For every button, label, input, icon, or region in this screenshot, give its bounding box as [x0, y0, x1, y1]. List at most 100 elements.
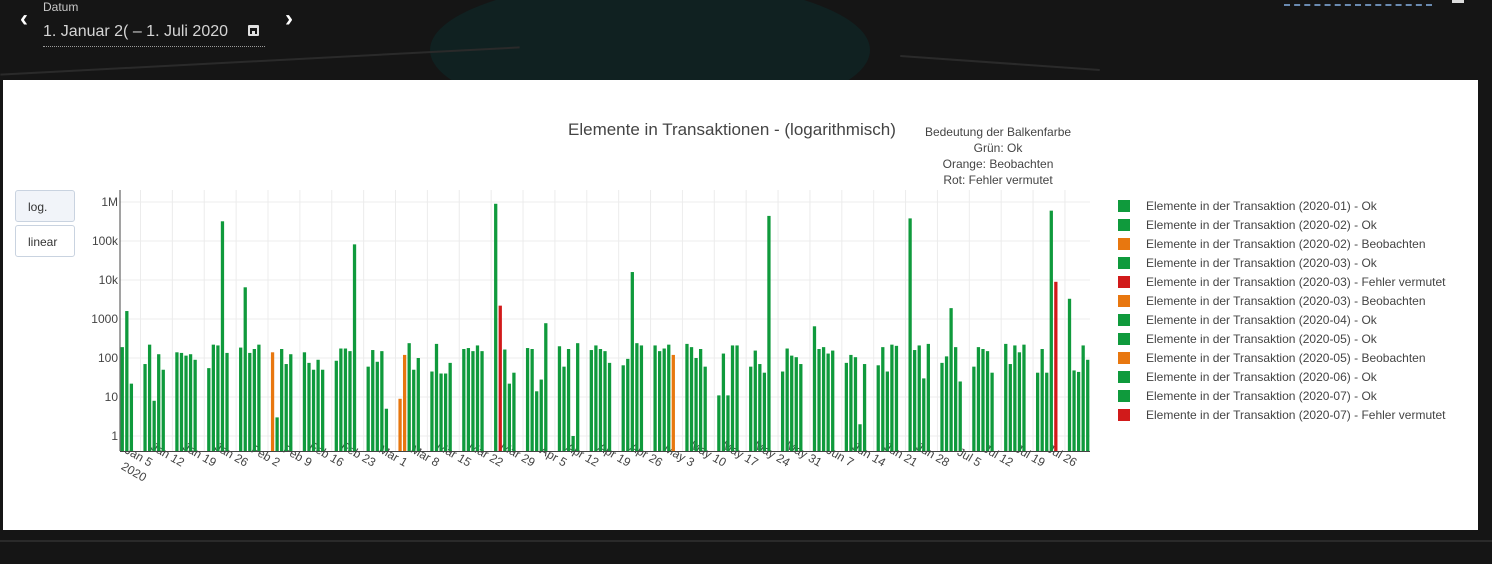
- bar: [343, 348, 348, 451]
- bar: [1004, 343, 1008, 451]
- bar: [944, 356, 949, 451]
- legend-label: Elemente in der Transaktion (2020-03) - …: [1146, 256, 1377, 270]
- bar: [981, 349, 985, 451]
- bar: [129, 383, 134, 451]
- legend-item[interactable]: Elemente in der Transaktion (2020-06) - …: [1118, 368, 1468, 387]
- bar: [193, 359, 197, 451]
- legend-label: Elemente in der Transaktion (2020-07) - …: [1146, 408, 1446, 422]
- date-label: Datum: [43, 0, 79, 14]
- bar: [1040, 349, 1044, 451]
- note-line: Orange: Beobachten: [942, 157, 1054, 171]
- legend-item[interactable]: Elemente in der Transaktion (2020-07) - …: [1118, 406, 1468, 425]
- bar: [475, 345, 480, 451]
- legend-item[interactable]: Elemente in der Transaktion (2020-03) - …: [1118, 273, 1468, 292]
- bar: [1076, 371, 1081, 451]
- bar: [671, 354, 675, 451]
- bar: [894, 345, 899, 451]
- bar: [862, 364, 867, 451]
- y-tick-label: 10: [105, 390, 119, 404]
- y-tick-label: 1000: [91, 312, 118, 326]
- bar: [876, 365, 880, 451]
- bar: [1081, 345, 1085, 451]
- bar: [922, 378, 926, 451]
- bar: [653, 345, 657, 451]
- bar: [749, 366, 753, 451]
- bar: [302, 352, 307, 451]
- bar: [812, 326, 817, 451]
- chart-panel: log. linear Elemente in Transaktionen - …: [3, 80, 1478, 530]
- bar: [639, 345, 644, 451]
- bar: [1054, 281, 1058, 451]
- legend-item[interactable]: Elemente in der Transaktion (2020-03) - …: [1118, 254, 1468, 273]
- bar: [248, 352, 252, 451]
- bar: [858, 424, 862, 451]
- bar: [598, 349, 603, 451]
- legend-label: Elemente in der Transaktion (2020-02) - …: [1146, 237, 1426, 251]
- bar: [853, 357, 858, 451]
- bar: [539, 379, 543, 451]
- bar: [289, 354, 293, 451]
- legend-label: Elemente in der Transaktion (2020-07) - …: [1146, 389, 1377, 403]
- bar: [211, 344, 215, 451]
- bar: [557, 346, 562, 451]
- bar: [188, 354, 193, 451]
- bar: [375, 361, 379, 451]
- chevron-right-icon[interactable]: ›: [285, 5, 293, 32]
- bar: [412, 369, 416, 451]
- legend-item[interactable]: Elemente in der Transaktion (2020-01) - …: [1118, 197, 1468, 216]
- bar: [462, 349, 466, 451]
- bar: [380, 351, 384, 451]
- legend-item[interactable]: Elemente in der Transaktion (2020-02) - …: [1118, 216, 1468, 235]
- bar: [767, 215, 771, 451]
- bar: [821, 347, 826, 451]
- legend-item[interactable]: Elemente in der Transaktion (2020-05) - …: [1118, 330, 1468, 349]
- y-tick-label: 1: [111, 429, 118, 443]
- bar: [257, 344, 261, 451]
- top-right-control[interactable]: [1284, 0, 1432, 6]
- bar: [220, 221, 225, 451]
- bar: [225, 352, 229, 451]
- bar: [799, 364, 803, 451]
- bar: [703, 366, 707, 451]
- legend-item[interactable]: Elemente in der Transaktion (2020-05) - …: [1118, 349, 1468, 368]
- bar: [316, 359, 320, 451]
- legend-item[interactable]: Elemente in der Transaktion (2020-07) - …: [1118, 387, 1468, 406]
- bar: [635, 343, 639, 451]
- legend-label: Elemente in der Transaktion (2020-06) - …: [1146, 370, 1377, 384]
- bar: [525, 348, 530, 451]
- bar: [284, 364, 288, 451]
- legend-item[interactable]: Elemente in der Transaktion (2020-04) - …: [1118, 311, 1468, 330]
- legend-swatch: [1118, 200, 1130, 212]
- bar: [252, 349, 256, 451]
- bar: [339, 348, 343, 451]
- date-range-value: 1. Januar 2( – 1. Juli 2020: [43, 23, 229, 40]
- legend-swatch: [1118, 295, 1130, 307]
- bar: [913, 350, 917, 451]
- linear-scale-button[interactable]: linear: [15, 225, 75, 257]
- bar: [831, 350, 835, 451]
- bar: [157, 354, 161, 451]
- bar: [685, 343, 689, 451]
- bar: [439, 373, 443, 451]
- legend-swatch: [1118, 276, 1130, 288]
- legend-label: Elemente in der Transaktion (2020-03) - …: [1146, 275, 1446, 289]
- bar: [384, 408, 389, 451]
- bar: [849, 354, 853, 451]
- bar: [990, 372, 994, 451]
- legend-item[interactable]: Elemente in der Transaktion (2020-03) - …: [1118, 292, 1468, 311]
- chevron-left-icon[interactable]: ‹: [20, 5, 28, 32]
- calendar-icon[interactable]: [248, 25, 259, 36]
- bar: [626, 358, 630, 451]
- bar: [207, 368, 211, 451]
- bar: [443, 373, 448, 451]
- date-range-input[interactable]: 1. Januar 2( – 1. Juli 2020: [43, 20, 265, 47]
- bar: [594, 345, 598, 451]
- legend-item[interactable]: Elemente in der Transaktion (2020-02) - …: [1118, 235, 1468, 254]
- bar: [407, 343, 411, 451]
- bar: [658, 351, 662, 451]
- log-scale-button[interactable]: log.: [15, 190, 75, 222]
- legend-swatch: [1118, 257, 1130, 269]
- bar: [270, 352, 275, 451]
- legend-label: Elemente in der Transaktion (2020-01) - …: [1146, 199, 1377, 213]
